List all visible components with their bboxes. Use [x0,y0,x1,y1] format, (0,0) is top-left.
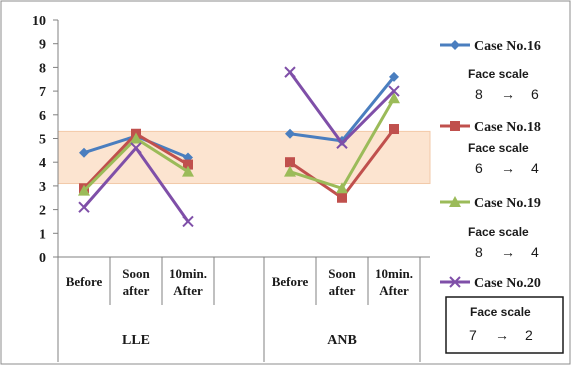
face-scale-to-case-20: 2 [525,327,533,343]
x-category-label: After [173,283,203,298]
face-scale-arrow-case-19: → [501,244,515,260]
data-point [182,215,194,228]
x-category-label: 10min. [375,266,413,281]
y-tick-label: 7 [39,85,46,100]
face-scale-from-case-20: 7 [469,327,477,343]
y-tick-label: 0 [39,251,46,266]
data-point [130,142,142,154]
legend-entry-case-20: Case No.20 Face scale 7 → 2 [440,276,564,354]
y-tick-label: 6 [39,109,46,124]
legend-marker-x [449,276,461,288]
face-scale-arrow-case-18: → [501,160,515,176]
data-point [388,85,400,97]
legend-entry-case-18: Case No.18 Face scale 6 → 4 [440,120,541,176]
legend-label-case-16: Case No.16 [474,39,541,54]
data-point [78,201,90,213]
y-tick-label: 4 [39,156,46,171]
data-point [285,157,295,168]
data-point [183,159,193,170]
data-point [78,184,90,196]
y-tick-label: 8 [39,61,46,76]
face-scale-title-case-16: Face scale [468,67,529,81]
y-tick-label: 1 [39,227,46,242]
data-point [182,165,194,177]
data-point [130,132,142,144]
x-category-label: Soon [122,266,150,281]
y-tick-label: 10 [32,14,46,29]
data-point [284,66,296,78]
y-tick-label: 2 [39,204,46,219]
x-group-label: LLE [122,333,150,348]
x-category-label: after [329,283,356,298]
data-point [336,182,348,194]
face-scale-to-case-16: 6 [531,86,539,102]
legend-marker-diamond [450,40,460,50]
x-category-label: Before [66,274,103,289]
data-point [389,71,399,82]
x-category-label: 10min. [169,266,207,281]
face-scale-box-case-20 [445,296,564,354]
y-tick-label: 5 [39,133,46,148]
x-category-label: after [123,283,150,298]
face-scale-title-case-20: Face scale [470,305,531,319]
y-tick-label: 3 [39,180,46,195]
face-scale-title-case-18: Face scale [468,141,529,155]
face-scale-arrow-case-20: → [495,327,509,343]
legend-marker-triangle [449,196,461,207]
legend-label-case-20: Case No.20 [474,276,541,291]
face-scale-to-case-18: 4 [531,160,539,176]
x-group-label: ANB [327,333,357,348]
y-tick-label: 9 [39,38,46,53]
legend-marker-square [450,121,460,131]
face-scale-to-case-19: 4 [531,244,539,260]
data-point [336,137,348,149]
data-point [285,128,295,139]
x-category-label: Before [272,274,309,289]
face-scale-from-case-16: 8 [475,86,483,102]
face-scale-from-case-19: 8 [475,244,483,260]
legend: Case No.16 Face scale 8 → 6 Case No.18 F… [440,39,564,354]
data-point [79,147,89,158]
legend-label-case-19: Case No.19 [474,196,541,211]
legend-label-case-18: Case No.18 [474,120,541,135]
face-scale-title-case-19: Face scale [468,225,529,239]
face-scale-arrow-case-16: → [501,86,515,102]
data-point [284,165,296,177]
x-category-label: Soon [328,266,356,281]
data-point [389,124,399,135]
x-category-label: After [379,283,409,298]
data-point [337,192,347,203]
legend-entry-case-16: Case No.16 Face scale 8 → 6 [440,39,541,102]
plot-area: 0 1 2 3 4 5 6 7 8 9 10 Before Soon after 10min. After LL… [32,14,431,362]
data-point [388,92,400,104]
face-scale-from-case-18: 6 [475,160,483,176]
legend-entry-case-19: Case No.19 Face scale 8 → 4 [440,196,541,260]
